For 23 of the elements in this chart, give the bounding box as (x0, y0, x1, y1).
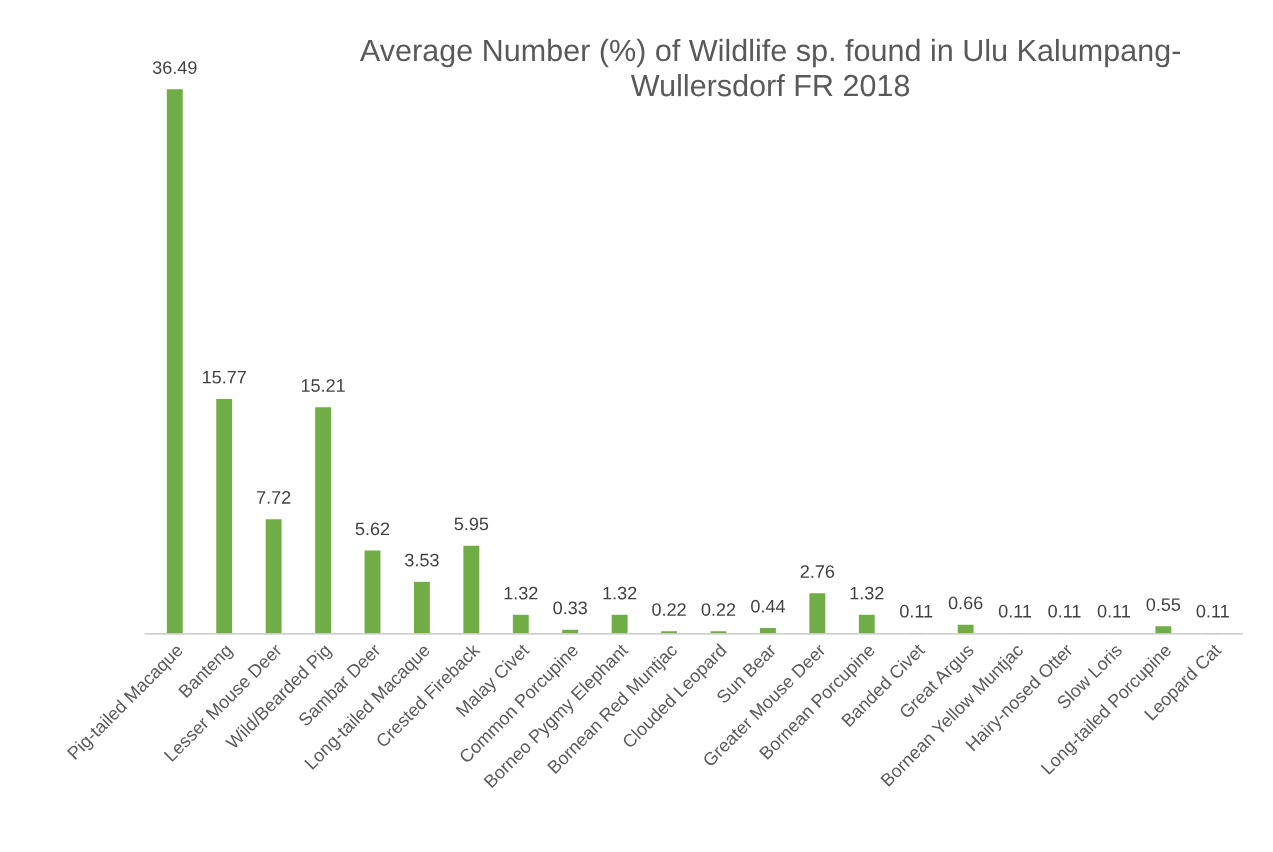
data-label: 15.21 (301, 379, 345, 392)
data-label: 15.77 (203, 370, 246, 384)
data-label: 0.66 (948, 596, 983, 610)
data-label: 3.53 (405, 553, 439, 567)
data-label: 0.11 (1196, 604, 1229, 618)
data-label: 0.33 (553, 601, 587, 615)
data-label: 5.62 (355, 522, 390, 536)
data-label: 7.72 (256, 491, 291, 504)
data-label: 2.76 (800, 565, 835, 578)
data-label: 0.22 (652, 603, 686, 616)
data-label: 1.32 (603, 586, 637, 600)
data-label: 1.32 (504, 586, 538, 600)
data-label: 0.22 (701, 603, 736, 616)
chart-title: Average Number (%) of Wildlife sp. found in Ulu Kalumpang- Wullersdorf FR 2018 (359, 38, 1180, 97)
data-label: 1.32 (850, 586, 884, 600)
data-label: 0.55 (1146, 598, 1181, 611)
data-label: 0.11 (1048, 604, 1081, 618)
data-label: 0.44 (751, 599, 785, 613)
data-label: 36.49 (152, 61, 197, 74)
data-label: 0.11 (998, 604, 1032, 618)
data-label: 5.95 (454, 517, 489, 531)
data-label: 0.11 (1097, 604, 1130, 618)
data-label: 0.11 (900, 604, 933, 618)
